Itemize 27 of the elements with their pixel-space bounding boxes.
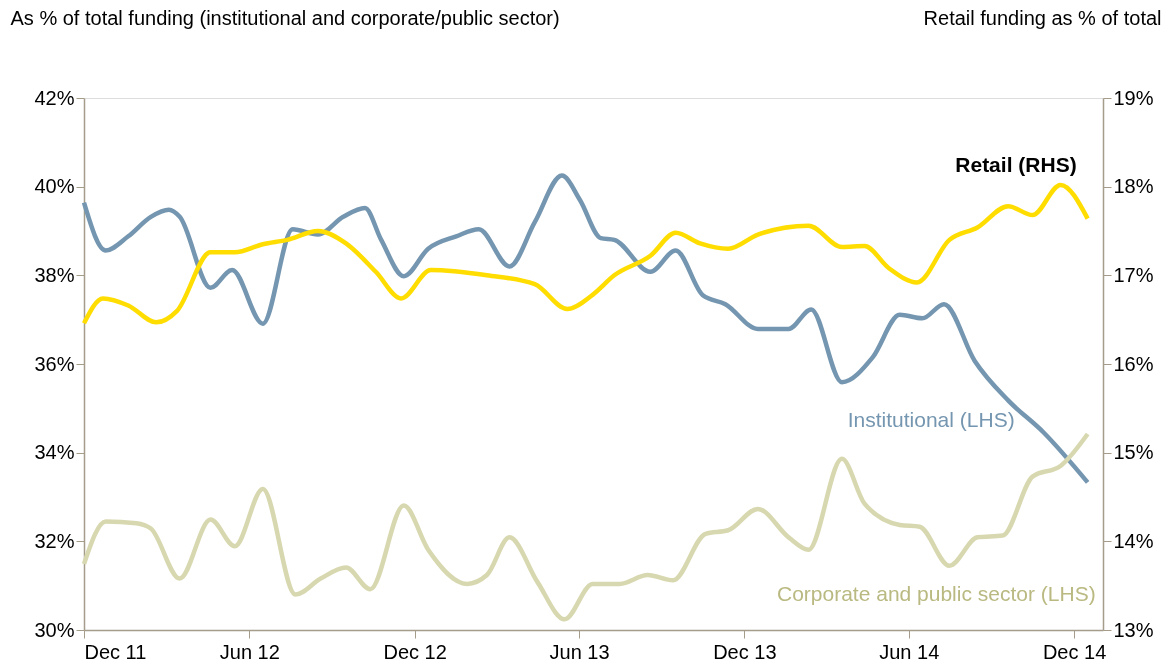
- x-tick-label: Jun 14: [879, 640, 940, 663]
- y-axis-title: As % of total funding (institutional and corporate/public sector): [10, 6, 560, 29]
- line-series: [81, 182, 1090, 326]
- series-label: Corporate and public sector (LHS): [776, 582, 1096, 606]
- x-tick-label: Jun 12: [219, 640, 280, 663]
- y2-tick-label: 16%: [1113, 352, 1154, 375]
- y-tick-label: 42%: [34, 86, 75, 109]
- y2-axis-title: Retail funding as % of total: [923, 6, 1162, 29]
- x-tick-label: Jun 13: [549, 640, 610, 663]
- y2-tick-label: 18%: [1113, 175, 1154, 198]
- y2-tick-label: 15%: [1113, 441, 1154, 464]
- series-label: Retail (RHS): [955, 152, 1077, 176]
- y2-tick-label: 13%: [1113, 618, 1154, 641]
- y-tick-label: 36%: [34, 352, 75, 375]
- series-label: Institutional (LHS): [847, 408, 1015, 432]
- x-tick-label: Dec 14: [1042, 640, 1107, 663]
- y2-tick-label: 17%: [1113, 263, 1154, 286]
- y-tick-label: 30%: [34, 618, 75, 641]
- y-tick-label: 38%: [34, 263, 75, 286]
- y2-tick-label: 19%: [1113, 86, 1154, 109]
- y2-tick-label: 14%: [1113, 529, 1154, 552]
- x-tick-label: Dec 12: [383, 640, 447, 663]
- y-tick-label: 32%: [34, 529, 75, 552]
- x-tick-label: Dec 13: [713, 640, 777, 663]
- x-tick-label: Dec 11: [84, 640, 147, 663]
- y-tick-label: 34%: [34, 441, 75, 464]
- y-tick-label: 40%: [34, 175, 75, 198]
